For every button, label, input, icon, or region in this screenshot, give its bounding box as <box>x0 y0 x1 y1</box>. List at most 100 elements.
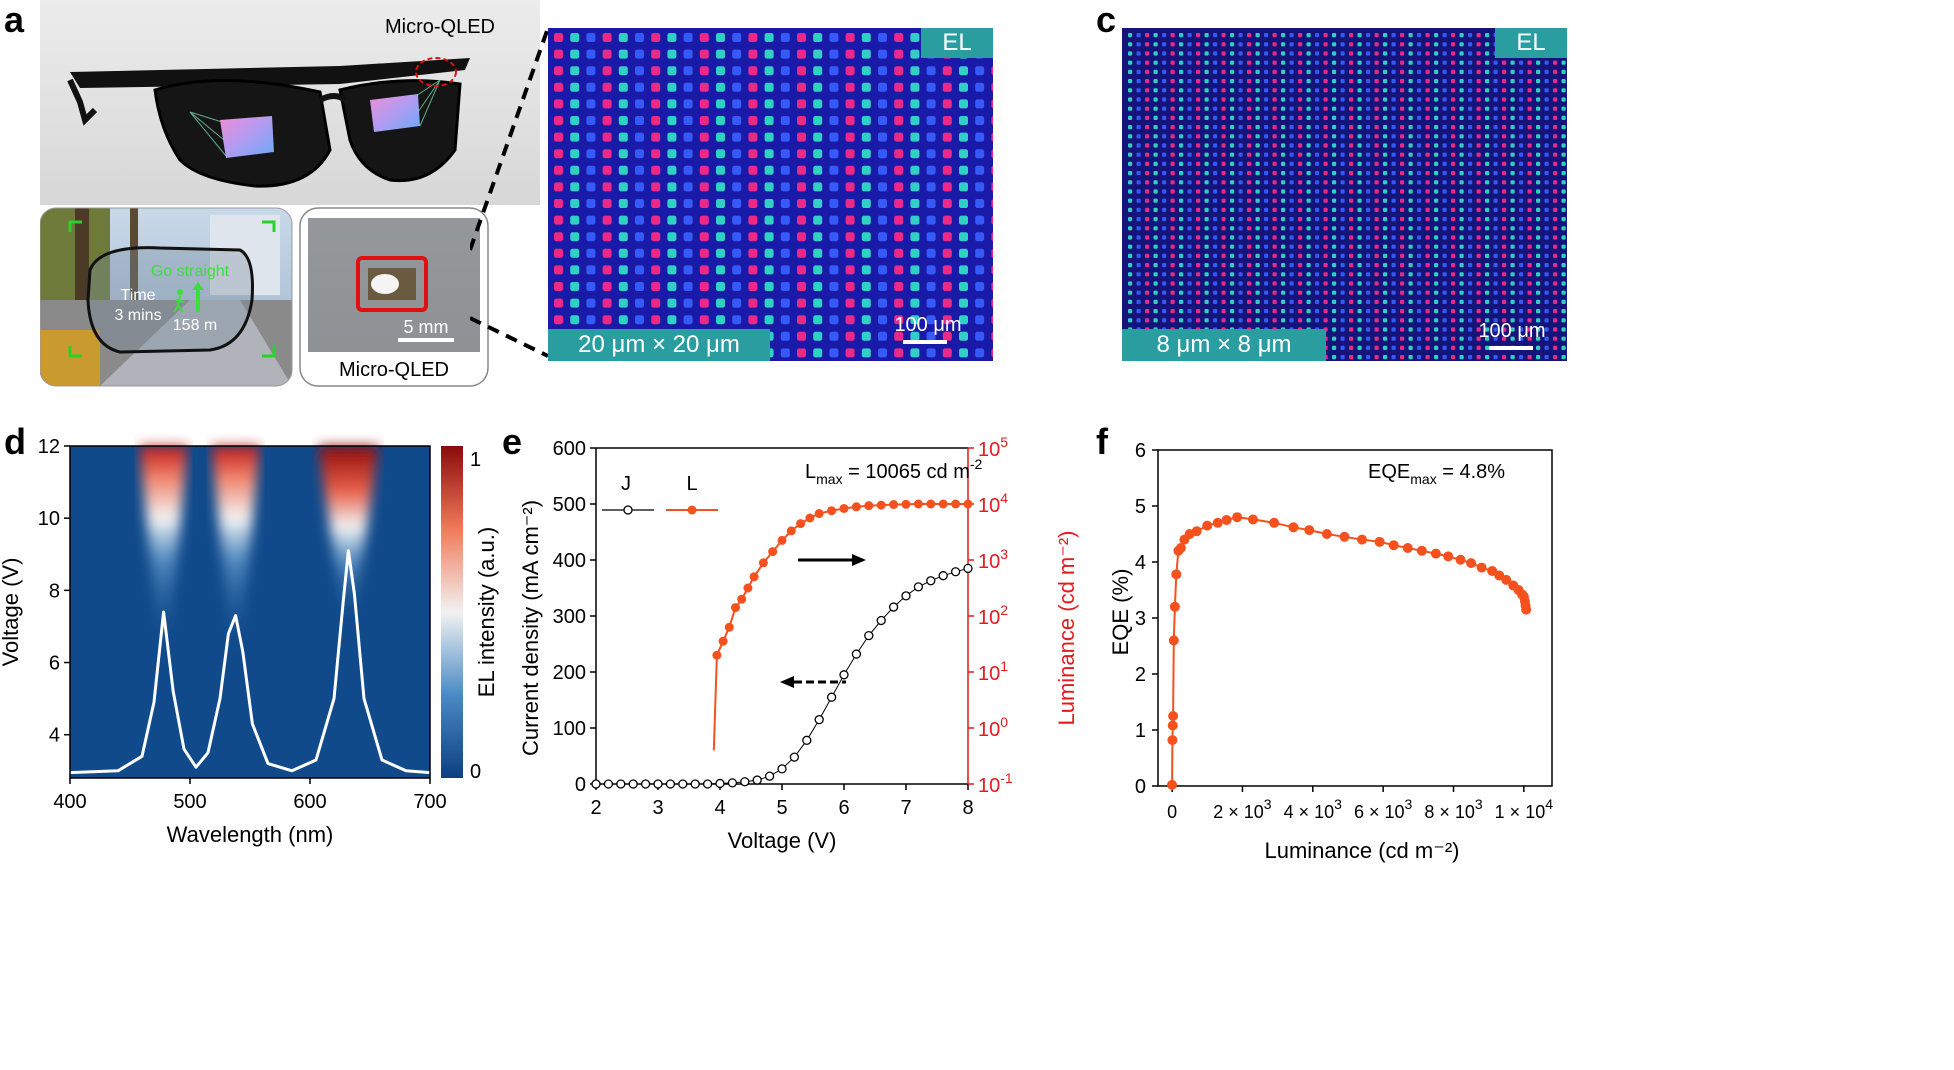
pixel-dot <box>764 82 774 92</box>
pixel-dot <box>1255 309 1260 314</box>
pixel-dot <box>1366 272 1371 277</box>
pixel-dot <box>959 149 968 159</box>
pixel-dot <box>1502 299 1507 304</box>
pixel-dot <box>1502 189 1507 194</box>
pixel-dot <box>1476 253 1481 258</box>
pixel-dot <box>554 49 563 59</box>
pixel-dot <box>1298 125 1303 130</box>
l-data-point <box>876 500 886 510</box>
pixel-dot <box>1162 115 1167 120</box>
pixel-dot <box>1434 171 1439 176</box>
pixel-dot <box>1519 97 1524 102</box>
pixel-dot <box>1281 152 1286 157</box>
pixel-dot <box>1332 217 1337 222</box>
pixel-dot <box>1204 318 1209 323</box>
j-data-point <box>603 779 614 789</box>
pixel-dot <box>1230 97 1235 102</box>
f-ylabel: EQE (%) <box>1108 569 1133 656</box>
pixel-dot <box>1468 79 1473 84</box>
pixel-dot <box>926 215 936 225</box>
pixel-dot <box>618 282 628 291</box>
j-data-point <box>702 779 713 789</box>
legend-l-marker <box>687 505 697 515</box>
pixel-dot <box>894 298 904 308</box>
pixel-dot <box>780 315 790 325</box>
pixel-dot <box>699 149 709 159</box>
pixel-dot <box>1417 97 1422 102</box>
pixel-dot <box>1485 263 1490 268</box>
pixel-dot <box>845 248 855 258</box>
pixel-dot <box>797 33 806 42</box>
pixel-dot <box>1485 336 1490 341</box>
pixel-dot <box>1272 106 1277 111</box>
f-ytick-label: 1 <box>1135 720 1146 742</box>
l-data-point <box>938 499 948 509</box>
j-data-point <box>640 779 651 789</box>
l-data-point <box>926 499 936 509</box>
pixel-dot <box>1213 143 1218 148</box>
panel-c-pixel-size: 8 μm × 8 μm <box>1122 329 1326 361</box>
pixel-dot <box>1408 134 1413 139</box>
pixel-dot <box>1162 180 1167 185</box>
pixel-dot <box>1230 290 1235 295</box>
pixel-dot <box>618 232 628 242</box>
pixel-dot <box>651 165 661 175</box>
pixel-dot <box>1255 189 1260 194</box>
pixel-dot <box>1544 115 1549 120</box>
pixel-dot <box>1391 299 1396 304</box>
pixel-dot <box>1153 51 1158 56</box>
pixel-dot <box>894 49 904 59</box>
pixel-dot <box>861 298 871 308</box>
pixel-dot <box>748 199 758 208</box>
pixel-dot <box>991 132 993 142</box>
d-plot-frame <box>69 445 431 779</box>
pixel-dot <box>1383 33 1388 38</box>
pixel-dot <box>586 132 596 142</box>
pixel-dot <box>861 82 871 92</box>
pixel-dot <box>1374 235 1379 240</box>
pixel-dot <box>1425 198 1430 203</box>
pixel-dot <box>1204 42 1209 47</box>
pixel-dot <box>570 33 580 42</box>
pixel-dot <box>1255 207 1260 212</box>
pixel-dot <box>1468 51 1473 56</box>
pixel-dot <box>1442 336 1447 341</box>
pixel-dot <box>716 149 725 159</box>
pixel-dot <box>1391 207 1396 212</box>
j-data-point <box>864 630 874 641</box>
pixel-dot <box>1187 134 1192 139</box>
pixel-dot <box>1340 180 1345 185</box>
pixel-dot <box>845 99 855 109</box>
pixel-dot <box>1536 207 1541 212</box>
pixel-dot <box>1340 42 1345 47</box>
pixel-dot <box>1502 69 1507 74</box>
pixel-dot <box>1468 171 1473 176</box>
pixel-dot <box>1434 263 1439 268</box>
pixel-dot <box>1366 235 1371 240</box>
pixel-dot <box>554 215 563 225</box>
pixel-dot <box>554 99 563 109</box>
panel-b-pixel-size: 20 μm × 20 μm <box>548 329 770 361</box>
pixel-dot <box>1162 290 1167 295</box>
pixel-dot <box>716 82 725 92</box>
pixel-dot <box>1162 134 1167 139</box>
pixel-dot <box>1340 51 1345 56</box>
f-xtick-label: 1 × 104 <box>1495 796 1554 822</box>
pixel-dot <box>732 182 742 192</box>
pixel-dot <box>1340 189 1345 194</box>
pixel-dot <box>1315 143 1320 148</box>
pixel-dot <box>1553 125 1558 130</box>
pixel-dot <box>1145 272 1150 277</box>
pixel-dot <box>1519 143 1524 148</box>
pixel-dot <box>878 99 887 109</box>
pixel-dot <box>1502 180 1507 185</box>
pixel-dot <box>1179 115 1184 120</box>
pixel-dot <box>1357 272 1362 277</box>
pixel-dot <box>878 116 887 125</box>
eqe-series-line <box>1171 516 1528 785</box>
pixel-dot <box>1204 125 1209 130</box>
pixel-dot <box>683 199 693 208</box>
pixel-dot <box>1179 69 1184 74</box>
panel-label-a: a <box>4 0 25 40</box>
pixel-dot <box>1536 115 1541 120</box>
